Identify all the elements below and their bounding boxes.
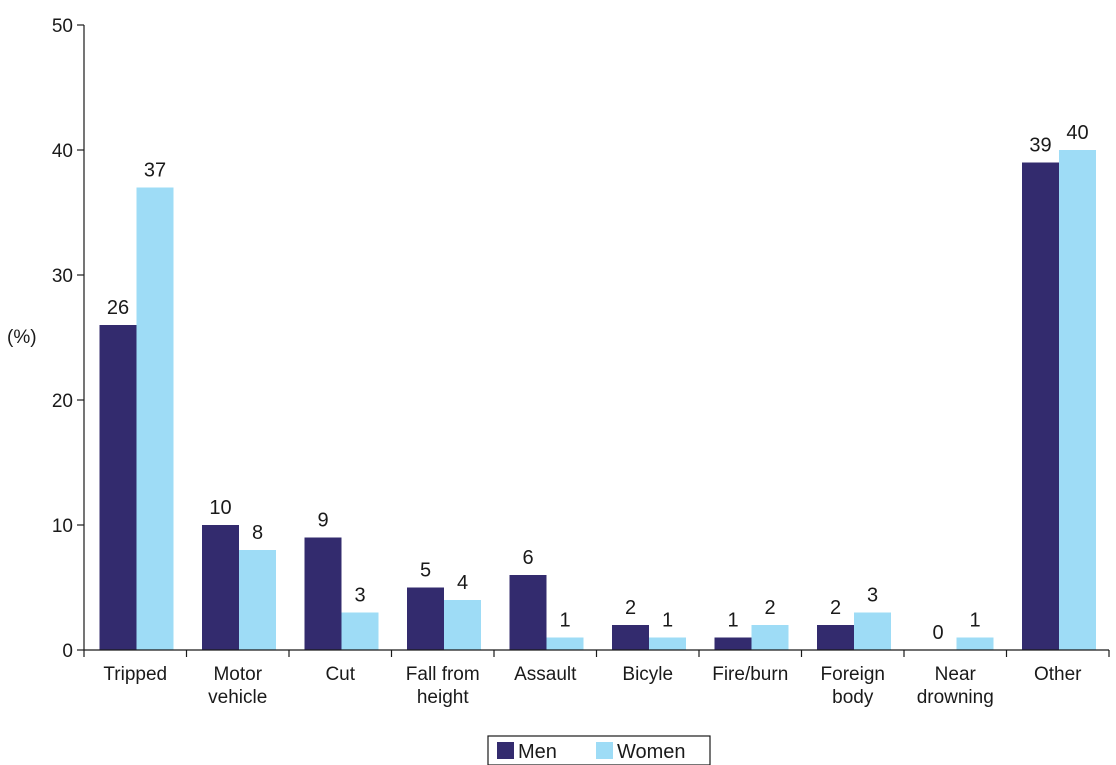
y-axis: 0 10 20 30 40 50	[52, 16, 85, 662]
data-label: 6	[522, 547, 533, 569]
data-label: 5	[420, 560, 431, 582]
bar-men	[509, 575, 547, 650]
data-label: 3	[354, 585, 365, 607]
bar-men	[202, 525, 239, 650]
bar-women	[1059, 150, 1096, 650]
legend-swatch-women	[596, 742, 613, 759]
bar-men	[612, 625, 649, 650]
legend-swatch-men	[497, 742, 514, 759]
bars	[99, 150, 1096, 650]
bar-women	[239, 550, 276, 650]
data-label: 40	[1066, 122, 1088, 144]
bar-men	[817, 625, 854, 650]
data-label: 0	[932, 622, 943, 644]
legend-label-women: Women	[617, 741, 686, 763]
x-tick-label: Tripped	[103, 664, 167, 685]
x-tick-label: Other	[1034, 664, 1082, 685]
bar-women	[136, 187, 174, 650]
data-label: 2	[625, 597, 636, 619]
x-tick-label: Fire/burn	[712, 664, 788, 685]
y-tick-label: 30	[52, 266, 73, 287]
x-tick-label: Cut	[325, 664, 355, 685]
bar-men	[1022, 162, 1059, 650]
x-tick-label: Fall from height	[406, 664, 480, 708]
legend-label-men: Men	[518, 741, 557, 763]
y-axis-label: (%)	[7, 327, 37, 348]
x-tick-label: Near drowning	[917, 664, 994, 708]
data-label: 9	[317, 510, 328, 532]
data-label: 26	[107, 297, 129, 319]
bar-women	[444, 600, 481, 650]
y-tick-label: 20	[52, 391, 73, 412]
bar-women	[341, 612, 379, 650]
data-label: 37	[144, 160, 166, 182]
y-tick-label: 10	[52, 516, 73, 537]
bar-women	[854, 612, 891, 650]
y-tick-label: 0	[62, 641, 73, 662]
x-tick-label: Motor vehicle	[208, 664, 267, 708]
legend: Men Women	[487, 735, 711, 765]
data-label: 1	[727, 610, 738, 632]
data-label: 8	[252, 522, 263, 544]
data-label: 10	[209, 497, 231, 519]
data-label: 2	[830, 597, 841, 619]
data-label: 1	[559, 610, 570, 632]
bar-men	[407, 587, 444, 650]
x-tick-label: Foreign body	[821, 664, 885, 708]
data-label: 3	[867, 585, 878, 607]
bar-men	[304, 537, 342, 650]
data-label: 2	[764, 597, 775, 619]
bar-women	[751, 625, 789, 650]
bar-women	[546, 637, 584, 650]
y-tick-label: 40	[52, 141, 73, 162]
data-label: 1	[969, 610, 980, 632]
data-label: 39	[1029, 135, 1051, 157]
y-tick-label: 50	[52, 16, 73, 37]
bar-women	[956, 637, 994, 650]
bar-men	[99, 325, 137, 650]
data-label: 1	[662, 610, 673, 632]
bar-women	[649, 637, 686, 650]
x-tick-label: Bicyle	[622, 664, 673, 685]
x-tick-label: Assault	[514, 664, 577, 685]
bar-men	[714, 637, 752, 650]
x-axis: Tripped Motor vehicle Cut Fall from height Ass…	[83, 649, 1110, 708]
data-label: 4	[457, 572, 468, 594]
